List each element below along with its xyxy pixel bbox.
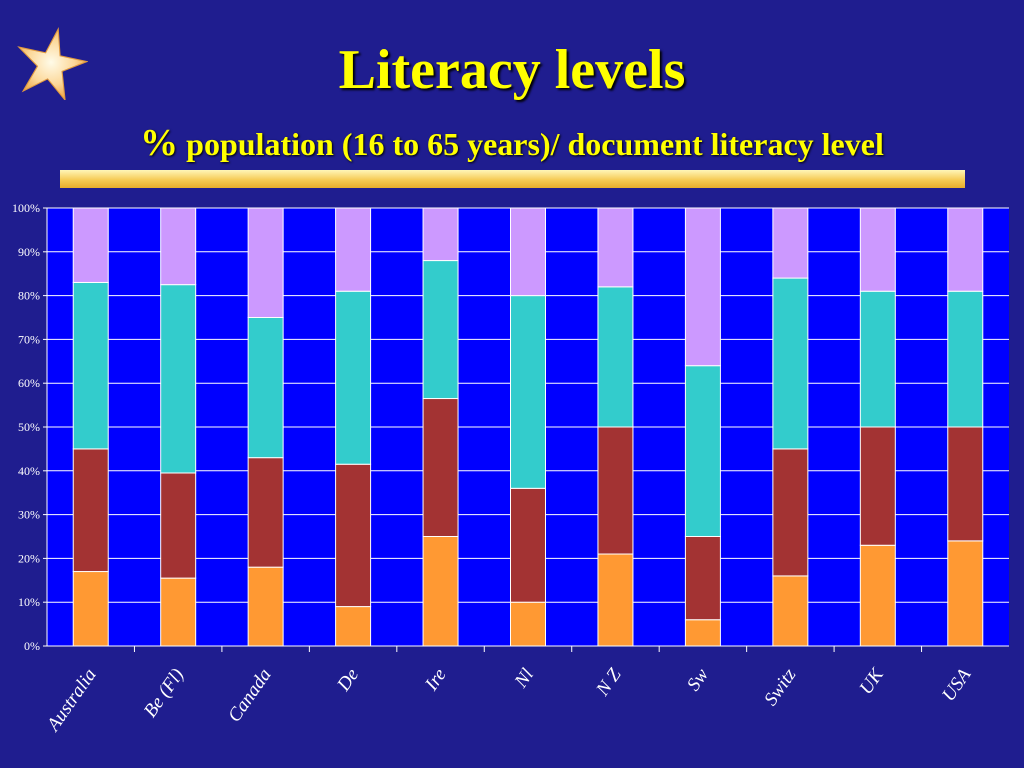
bar-segment	[772, 207, 809, 279]
x-category-label: Be (Fl)	[140, 665, 188, 722]
bar-segment	[247, 566, 284, 647]
bar-segment	[335, 463, 372, 608]
bar-segment	[72, 448, 109, 573]
bar-segment	[335, 207, 372, 292]
star-icon	[17, 27, 88, 100]
bar-segment	[335, 606, 372, 647]
y-tick-label: 30%	[18, 508, 40, 522]
x-category-label: UK	[856, 664, 889, 699]
percent-sign: %	[140, 122, 179, 164]
bar-segment	[772, 575, 809, 647]
bar-segment	[335, 290, 372, 465]
bar-segment	[684, 619, 721, 647]
page-title: Literacy levels	[338, 39, 686, 101]
bar-segment	[684, 207, 721, 367]
y-tick-label: 100%	[12, 201, 40, 215]
x-category-label: Switz	[760, 664, 801, 709]
bar-segment	[422, 398, 459, 537]
y-tick-label: 70%	[18, 332, 40, 346]
page-subtitle: % population (16 to 65 years)/ document …	[0, 124, 1024, 162]
bar-segment	[510, 487, 546, 603]
bar-segment	[160, 472, 197, 579]
bar-segment	[422, 536, 459, 647]
subtitle-text: population (16 to 65 years)/ document li…	[186, 126, 884, 162]
x-category-label: Australia	[42, 665, 101, 737]
title-divider	[60, 170, 965, 188]
bar-segment	[947, 290, 984, 428]
bar-segment	[422, 260, 459, 400]
bar-segment	[772, 277, 809, 450]
x-category-label: Sw	[683, 665, 713, 695]
y-tick-label: 60%	[18, 376, 40, 390]
y-tick-label: 10%	[18, 595, 40, 609]
bar-segment	[160, 284, 197, 474]
bar-segment	[859, 426, 896, 546]
bar-segment	[247, 317, 284, 459]
bar-segment	[422, 207, 459, 262]
x-category-label: N Z	[592, 664, 626, 700]
bar-segment	[510, 207, 546, 297]
y-tick-label: 50%	[18, 420, 40, 434]
bar-segment	[772, 448, 809, 577]
x-category-label: De	[333, 665, 363, 696]
bar-segment	[597, 286, 634, 428]
x-category-label: Ire	[421, 665, 451, 695]
x-category-label: Nl	[510, 665, 538, 693]
bar-segment	[160, 207, 197, 286]
bar-segment	[247, 457, 284, 568]
x-category-label: Canada	[224, 665, 276, 726]
bar-segment	[859, 544, 896, 647]
bar-segment	[72, 571, 109, 647]
bar-segment	[684, 536, 721, 621]
bar-segment	[684, 365, 721, 537]
y-tick-label: 40%	[18, 464, 40, 478]
x-category-label: USA	[938, 665, 975, 706]
bar-segment	[597, 207, 634, 288]
y-tick-label: 90%	[18, 245, 40, 259]
y-tick-label: 80%	[18, 289, 40, 303]
bar-segment	[510, 295, 546, 489]
bar-segment	[859, 207, 896, 292]
bar-segment	[597, 426, 634, 555]
bar-segment	[160, 577, 197, 647]
bar-segment	[947, 207, 984, 292]
bar-segment	[510, 601, 546, 647]
y-tick-label: 20%	[18, 551, 40, 565]
bar-segment	[72, 281, 109, 450]
y-tick-label: 0%	[24, 639, 40, 653]
bar-segment	[597, 553, 634, 647]
bar-segment	[72, 207, 109, 283]
bar-segment	[947, 426, 984, 542]
bar-segment	[947, 540, 984, 647]
bar-segment	[859, 290, 896, 428]
bar-segment	[247, 207, 284, 318]
